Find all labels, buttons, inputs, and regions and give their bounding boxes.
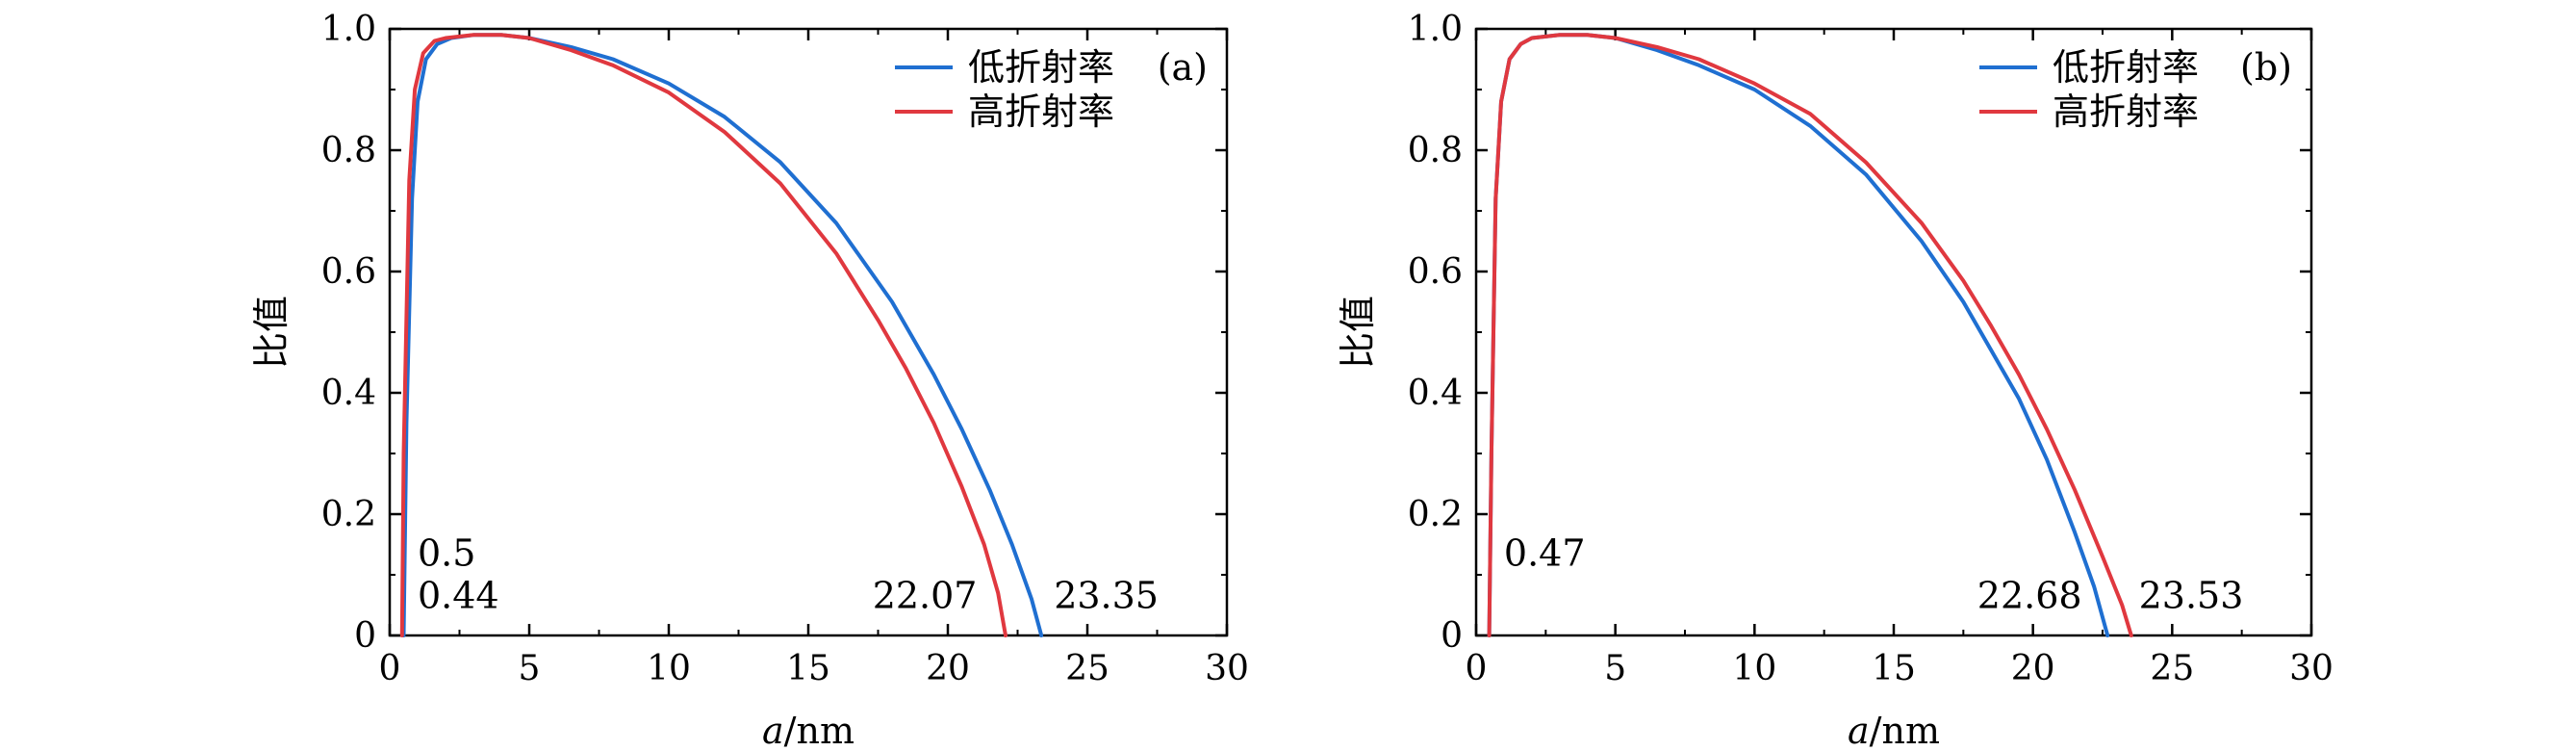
value-annotation: 0.5	[418, 532, 475, 575]
x-tick-label: 20	[926, 649, 970, 688]
y-tick-label: 0	[354, 616, 376, 656]
panel-label: (a)	[1158, 46, 1208, 89]
value-annotation: 0.44	[418, 575, 499, 617]
value-annotation: 22.07	[873, 575, 978, 617]
value-annotation: 0.47	[1504, 532, 1586, 575]
x-tick-label: 5	[519, 649, 541, 688]
x-tick-label: 25	[2150, 649, 2194, 688]
x-tick-label: 0	[379, 649, 401, 688]
value-annotation: 22.68	[1977, 575, 2082, 617]
x-tick-label: 10	[647, 649, 691, 688]
x-axis-label-unit: /nm	[784, 710, 854, 751]
x-tick-label: 15	[786, 649, 830, 688]
x-tick-label: 5	[1604, 649, 1626, 688]
x-tick-label: 30	[2289, 649, 2334, 688]
y-tick-label: 0.2	[321, 495, 376, 534]
y-tick-label: 0.4	[321, 374, 376, 413]
x-axis-label-variable: a	[1848, 710, 1870, 751]
x-tick-label: 20	[2011, 649, 2055, 688]
legend-label: 低折射率	[2053, 46, 2199, 89]
y-axis-label: 比值	[1337, 296, 1379, 369]
y-axis-label: 比值	[250, 296, 293, 369]
x-axis-label: a/nm	[1848, 710, 1940, 751]
y-tick-label: 0.6	[321, 252, 376, 292]
series-line-low-index	[401, 33, 1044, 637]
legend-label: 低折射率	[968, 46, 1114, 89]
x-tick-label: 15	[1872, 649, 1916, 688]
value-annotation: 23.35	[1054, 575, 1159, 617]
legend-label: 高折射率	[2053, 91, 2199, 133]
y-tick-label: 0.4	[1408, 374, 1463, 413]
panel-label: (b)	[2240, 46, 2292, 89]
x-tick-label: 30	[1205, 649, 1249, 688]
series-line-high-index	[1487, 33, 2133, 637]
x-axis-label-variable: a	[762, 710, 784, 751]
y-tick-label: 0.6	[1408, 252, 1463, 292]
y-tick-label: 0.8	[1408, 131, 1463, 170]
chart-panel-b: 0 5 10 15 20 25 30 0 0.2 0.4 0.6 0.8 1.0 a/nm 比值 低折射率高折…	[1337, 10, 2334, 751]
x-axis-label: a/nm	[762, 710, 854, 751]
x-axis-label-unit: /nm	[1870, 710, 1940, 751]
y-tick-label: 0.8	[321, 131, 376, 170]
x-tick-label: 0	[1466, 649, 1488, 688]
x-tick-label: 25	[1065, 649, 1109, 688]
y-tick-label: 0.2	[1408, 495, 1463, 534]
y-tick-label: 1.0	[321, 10, 376, 49]
series-line-high-index	[399, 33, 1007, 637]
legend-label: 高折射率	[968, 91, 1114, 133]
y-tick-label: 0	[1441, 616, 1463, 656]
value-annotation: 23.53	[2139, 575, 2244, 617]
y-tick-label: 1.0	[1408, 10, 1463, 49]
x-tick-label: 10	[1732, 649, 1776, 688]
chart-panel-a: 0 5 10 15 20 25 30 0 0.2 0.4 0.6 0.8 1.0 a/nm 比值 低折射率高折…	[250, 10, 1249, 751]
